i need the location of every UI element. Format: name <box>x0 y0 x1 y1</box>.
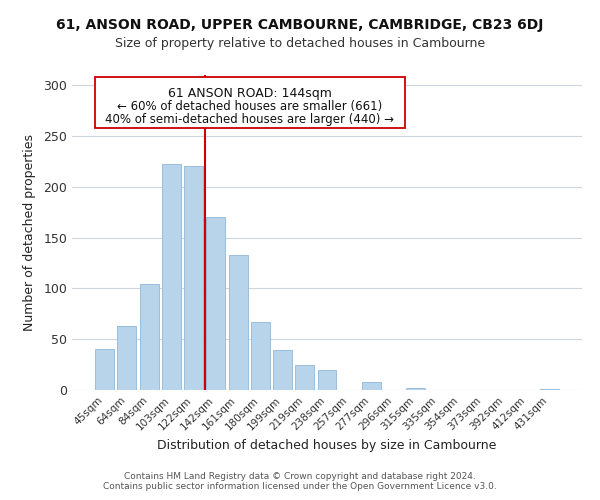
Bar <box>206 218 225 390</box>
Bar <box>140 284 158 390</box>
Text: ← 60% of detached houses are smaller (661): ← 60% of detached houses are smaller (66… <box>117 100 382 114</box>
Bar <box>317 370 337 390</box>
Bar <box>406 388 425 390</box>
Bar <box>162 164 181 390</box>
FancyBboxPatch shape <box>95 77 405 128</box>
Bar <box>118 326 136 390</box>
Bar <box>95 350 114 390</box>
Bar <box>251 322 270 390</box>
Bar <box>362 382 381 390</box>
Text: Size of property relative to detached houses in Cambourne: Size of property relative to detached ho… <box>115 38 485 51</box>
Bar <box>295 364 314 390</box>
Text: Contains public sector information licensed under the Open Government Licence v3: Contains public sector information licen… <box>103 482 497 491</box>
Bar <box>540 389 559 390</box>
Text: Contains HM Land Registry data © Crown copyright and database right 2024.: Contains HM Land Registry data © Crown c… <box>124 472 476 481</box>
Bar <box>229 255 248 390</box>
Text: 40% of semi-detached houses are larger (440) →: 40% of semi-detached houses are larger (… <box>105 112 394 126</box>
Y-axis label: Number of detached properties: Number of detached properties <box>23 134 37 331</box>
Text: 61 ANSON ROAD: 144sqm: 61 ANSON ROAD: 144sqm <box>168 87 332 100</box>
Text: 61, ANSON ROAD, UPPER CAMBOURNE, CAMBRIDGE, CB23 6DJ: 61, ANSON ROAD, UPPER CAMBOURNE, CAMBRID… <box>56 18 544 32</box>
Bar <box>184 166 203 390</box>
X-axis label: Distribution of detached houses by size in Cambourne: Distribution of detached houses by size … <box>157 438 497 452</box>
Bar <box>273 350 292 390</box>
